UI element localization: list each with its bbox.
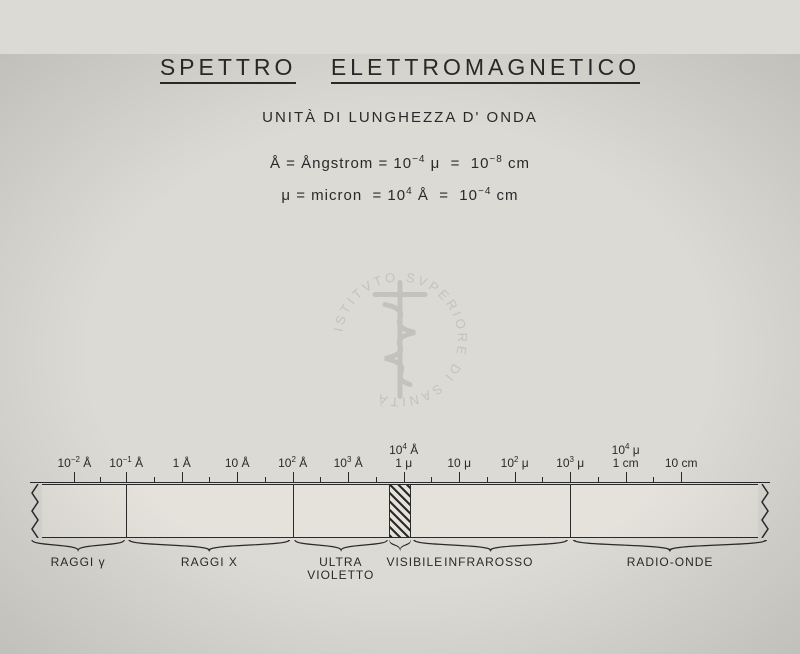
spectrum-scale: 10−2 Å 10−1 Å 1 Å 10 Å 102 Å 103 Å 104 Å1 μ 10 … (30, 432, 770, 580)
tick-minor (598, 477, 599, 482)
axis (30, 472, 770, 484)
tick-minor (209, 477, 210, 482)
tick-major (348, 472, 349, 482)
region-label: RAGGI γ (51, 556, 106, 569)
watermark-icon: ISTITVTO SVPERIORE DI SANITÀ (325, 265, 475, 420)
unit-definitions: Å = Ångstrom = 10−4 μ = 10−8 cm μ = micr… (0, 148, 800, 211)
torn-edge-left (28, 484, 42, 538)
tick-label: 103 Å (334, 456, 363, 470)
tick-label: 10 Å (225, 457, 250, 470)
tick-labels: 10−2 Å 10−1 Å 1 Å 10 Å 102 Å 103 Å 104 Å1 μ 10 … (30, 432, 770, 472)
tick-label: 104 μ1 cm (612, 443, 640, 470)
tick-major (681, 472, 682, 482)
band-divider (570, 485, 571, 537)
svg-text:ISTITVTO SVPERIORE DI SANIT: ISTITVTO SVPERIORE DI SANITÀ (331, 269, 470, 409)
torn-edge-right (758, 484, 772, 538)
tick-major (126, 472, 127, 482)
band-divider (293, 485, 294, 537)
tick-major (74, 472, 75, 482)
region-label: ULTRAVIOLETTO (307, 556, 374, 582)
title-word-2: ELETTROMAGNETICO (331, 54, 640, 84)
region-brace (126, 538, 293, 552)
tick-label: 102 μ (501, 456, 529, 470)
tick-minor (154, 477, 155, 482)
subtitle: UNITÀ DI LUNGHEZZA D' ONDA (0, 109, 800, 126)
region-brace (293, 538, 389, 552)
tick-major (515, 472, 516, 482)
axis-line (30, 482, 770, 483)
tick-major (404, 472, 405, 482)
tick-minor (653, 477, 654, 482)
region-label: VISIBILE (386, 556, 443, 569)
tick-minor (431, 477, 432, 482)
tick-major (570, 472, 571, 482)
tick-minor (320, 477, 321, 482)
tick-label: 10−2 Å (57, 456, 91, 470)
tick-label: 102 Å (278, 456, 307, 470)
region-brace (389, 538, 411, 552)
tick-label: 10−1 Å (109, 456, 143, 470)
tick-minor (542, 477, 543, 482)
title-word-1: SPETTRO (160, 54, 297, 84)
region-label: RAGGI X (181, 556, 238, 569)
spectrum-band (30, 484, 770, 538)
tick-label: 10 μ (447, 457, 471, 470)
tick-minor (487, 477, 488, 482)
tick-major (182, 472, 183, 482)
tick-major (237, 472, 238, 482)
region-brace (30, 538, 126, 552)
region-labels: RAGGI γ RAGGI X ULTRAVIOLETTO VISIBILEINFRA… (30, 556, 770, 580)
tick-label: 104 Å1 μ (389, 443, 418, 470)
region-label: RADIO-ONDE (627, 556, 714, 569)
main-title: SPETTRO ELETTROMAGNETICO (0, 54, 800, 81)
tick-major (459, 472, 460, 482)
region-braces (30, 538, 770, 552)
tick-label: 10 cm (665, 457, 698, 470)
tick-label: 103 μ (556, 456, 584, 470)
tick-minor (376, 477, 377, 482)
region-brace (411, 538, 570, 552)
tick-label: 1 Å (173, 457, 191, 470)
tick-minor (265, 477, 266, 482)
tick-minor (100, 477, 101, 482)
tick-major (293, 472, 294, 482)
visible-region-hatch (389, 485, 411, 537)
unit-line-2: μ = micron = 104 Å = 10−4 cm (0, 180, 800, 212)
tick-major (626, 472, 627, 482)
region-brace (570, 538, 770, 552)
unit-line-1: Å = Ångstrom = 10−4 μ = 10−8 cm (0, 148, 800, 180)
band-divider (126, 485, 127, 537)
region-label: INFRAROSSO (444, 556, 533, 569)
